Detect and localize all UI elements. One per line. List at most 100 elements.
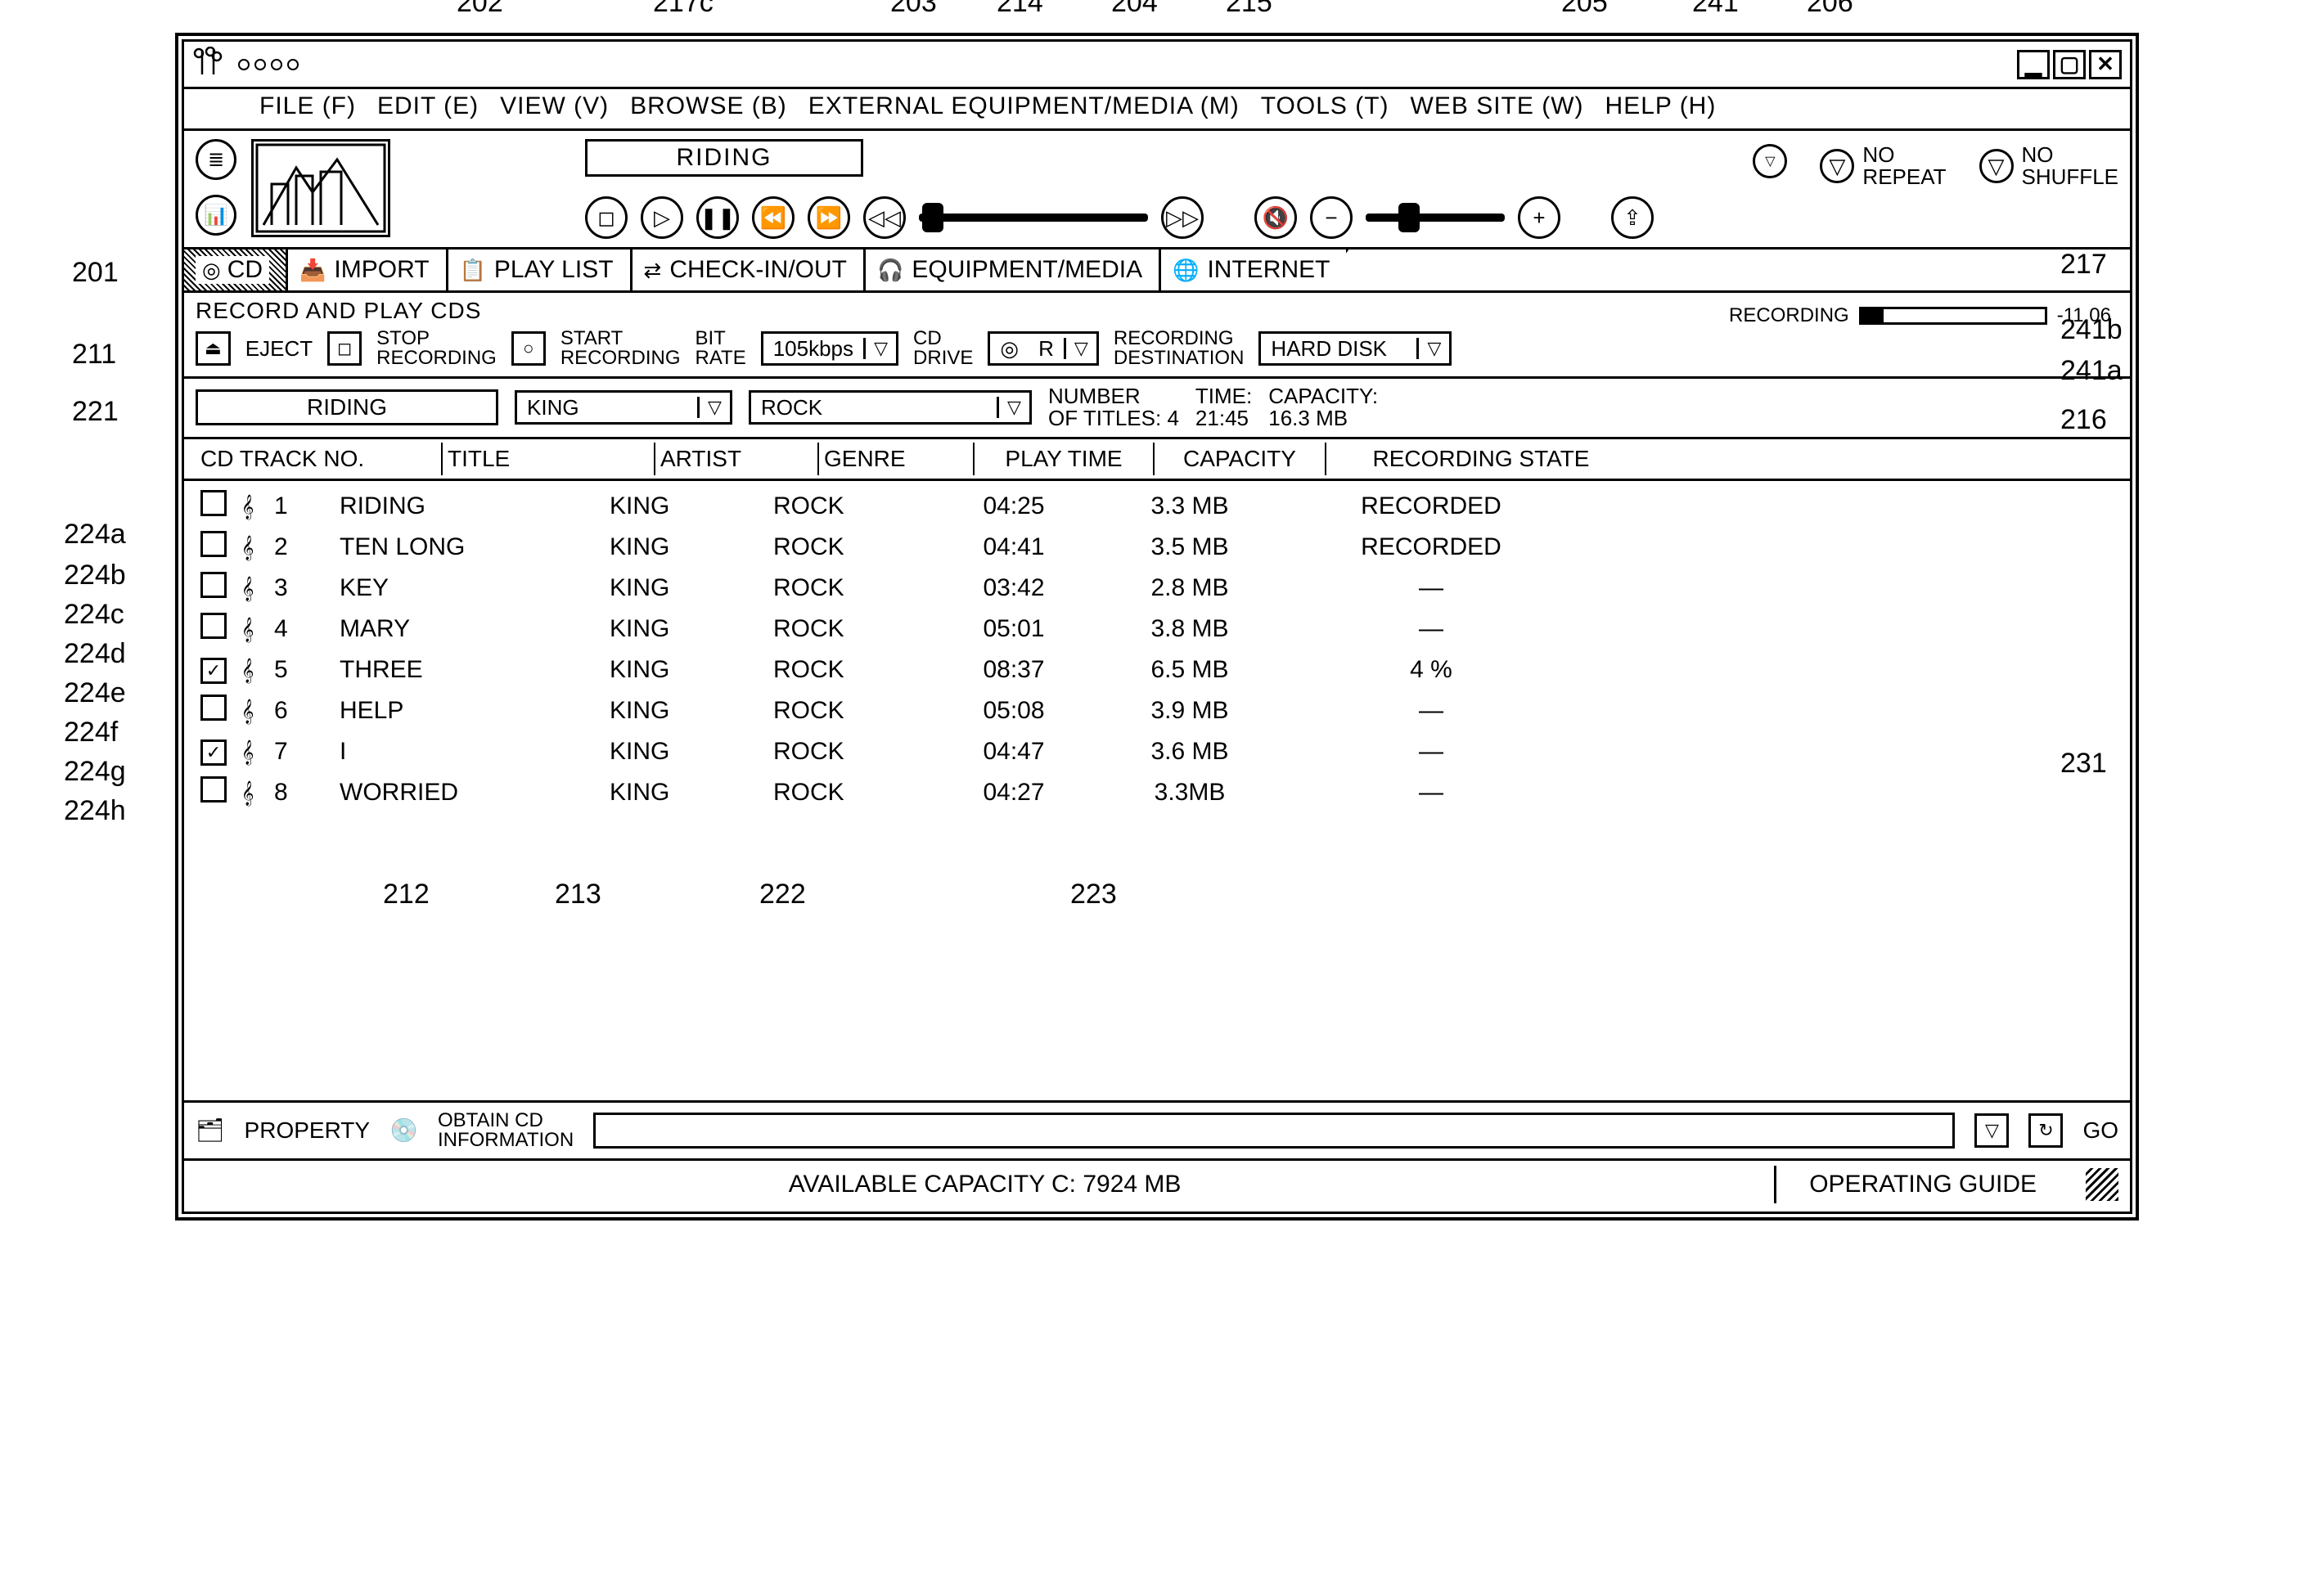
track-playtime: 03:42 [924,571,1104,605]
track-row[interactable]: 𝄞1RIDINGKINGROCK04:253.3 MBRECORDED [196,486,2118,527]
track-checkbox[interactable] [200,776,227,802]
player-panel: ≣ 📊 RIDING ◻ ▷ ❚❚ ⏪ ⏩ ◁◁ ▷▷ 🔇 [184,128,2130,247]
go-button[interactable]: GO [2082,1117,2118,1144]
callout: 224e [64,677,126,709]
minimize-button[interactable]: ▁ [2017,50,2050,79]
property-button[interactable]: PROPERTY [245,1117,371,1144]
tab-checkinout[interactable]: ⇄CHECK-IN/OUT [633,250,866,290]
menu-tools[interactable]: TOOLS (T) [1261,92,1389,120]
resize-grip[interactable] [2086,1168,2118,1201]
menu-edit[interactable]: EDIT (E) [377,92,479,120]
bitrate-select[interactable]: 105kbps▽ [761,331,898,366]
equipment-icon: 🎧 [877,258,903,283]
track-checkbox[interactable] [200,695,227,721]
repeat-label: NO REPEAT [1862,144,1946,189]
track-capacity: 3.6 MB [1104,735,1276,769]
pause-button[interactable]: ❚❚ [696,196,739,239]
transport-controls: ◻ ▷ ❚❚ ⏪ ⏩ ◁◁ ▷▷ 🔇 − + ⇪ [585,196,1738,239]
mute-button[interactable]: 🔇 [1254,196,1297,239]
dest-label: RECORDING DESTINATION [1114,329,1245,368]
repeat-toggle[interactable]: ▽ [1820,149,1854,183]
track-genre: ROCK [768,776,924,810]
col-capacity[interactable]: CAPACITY [1153,443,1325,475]
address-input[interactable] [593,1113,1955,1149]
tab-equipment[interactable]: 🎧EQUIPMENT/MEDIA [866,250,1161,290]
rewind-button[interactable]: ⏪ [752,196,795,239]
menu-file[interactable]: FILE (F) [259,92,356,120]
dest-select[interactable]: HARD DISK▽ [1258,331,1452,366]
track-row[interactable]: ✓𝄞7IKINGROCK04:473.6 MB— [196,731,2118,772]
shuffle-label: NO SHUFFLE [2022,144,2118,189]
menu-browse[interactable]: BROWSE (B) [630,92,787,120]
col-genre[interactable]: GENRE [817,443,973,475]
tab-cd[interactable]: ◎CD [184,250,288,290]
track-checkbox[interactable]: ✓ [200,740,227,766]
track-title: RIDING [335,489,605,524]
track-row[interactable]: 𝄞2TEN LONGKINGROCK04:413.5 MBRECORDED [196,527,2118,568]
capacity-value: 16.3 MB [1268,406,1348,430]
track-playtime: 04:27 [924,776,1104,810]
menu-help[interactable]: HELP (H) [1605,92,1717,120]
track-capacity: 3.3 MB [1104,489,1276,524]
track-checkbox[interactable] [200,613,227,639]
vol-down-button[interactable]: − [1310,196,1353,239]
volume-slider[interactable] [1366,214,1505,222]
album-art [251,139,390,237]
dropdown-icon[interactable]: ▽ [1753,144,1787,178]
track-checkbox[interactable]: ✓ [200,658,227,684]
album-title-field[interactable]: RIDING [196,389,498,425]
callout: 241 [1692,0,1739,19]
recording-timer: -11.06 [2057,304,2111,327]
tab-internet[interactable]: 🌐INTERNET [1161,250,1346,290]
track-row[interactable]: 𝄞4MARYKINGROCK05:013.8 MB— [196,609,2118,650]
list-view-icon[interactable]: ≣ [196,139,236,180]
address-dropdown[interactable]: ▽ [1974,1113,2009,1148]
dots-icon [238,59,299,70]
album-artist-select[interactable]: KING▽ [515,390,732,425]
seek-slider[interactable] [919,214,1148,222]
track-row[interactable]: 𝄞3KEYKINGROCK03:422.8 MB— [196,568,2118,609]
transfer-button[interactable]: ⇪ [1611,196,1654,239]
callout: 201 [72,257,119,289]
track-row[interactable]: ✓𝄞5THREEKINGROCK08:376.5 MB4 % [196,650,2118,690]
operating-guide-button[interactable]: OPERATING GUIDE [1774,1166,2086,1203]
maximize-button[interactable]: ▢ [2053,50,2086,79]
stop-button[interactable]: ◻ [585,196,628,239]
album-genre-select[interactable]: ROCK▽ [749,390,1032,425]
track-checkbox[interactable] [200,572,227,598]
eject-button[interactable]: ⏏ [196,331,231,366]
vol-up-button[interactable]: + [1518,196,1560,239]
fastfwd-button[interactable]: ⏩ [808,196,850,239]
close-button[interactable]: ✕ [2089,50,2122,79]
track-row[interactable]: 𝄞6HELPKINGROCK05:083.9 MB— [196,690,2118,731]
col-playtime[interactable]: PLAY TIME [973,443,1153,475]
start-rec-button[interactable]: ○ [511,331,546,366]
track-artist: KING [605,735,768,769]
menu-web[interactable]: WEB SITE (W) [1411,92,1584,120]
menu-view[interactable]: VIEW (V) [500,92,609,120]
col-state[interactable]: RECORDING STATE [1325,443,1636,475]
next-button[interactable]: ▷▷ [1161,196,1204,239]
track-artist: KING [605,612,768,646]
stop-rec-button[interactable]: ◻ [327,331,362,366]
go-icon-button[interactable]: ↻ [2028,1113,2063,1148]
obtain-cd-info-button[interactable]: OBTAIN CD INFORMATION [438,1111,574,1150]
menu-external[interactable]: EXTERNAL EQUIPMENT/MEDIA (M) [808,92,1240,120]
col-artist[interactable]: ARTIST [654,443,817,475]
col-trackno[interactable]: CD TRACK NO. [196,443,441,475]
tab-import[interactable]: 📥IMPORT [288,250,448,290]
status-bar: AVAILABLE CAPACITY C: 7924 MB OPERATING … [184,1161,2130,1212]
note-icon: 𝄞 [241,617,254,641]
prev-button[interactable]: ◁◁ [863,196,906,239]
visual-view-icon[interactable]: 📊 [196,195,236,236]
col-title[interactable]: TITLE [441,443,654,475]
shuffle-toggle[interactable]: ▽ [1979,149,2014,183]
tab-playlist[interactable]: 📋PLAY LIST [448,250,633,290]
cddrive-select[interactable]: ◎R▽ [988,331,1098,366]
track-checkbox[interactable] [200,490,227,516]
play-button[interactable]: ▷ [641,196,683,239]
callout: 205 [1561,0,1608,19]
numtitles-label: NUMBER OF TITLES: [1048,384,1161,430]
track-checkbox[interactable] [200,531,227,557]
track-row[interactable]: 𝄞8WORRIEDKINGROCK04:273.3MB— [196,772,2118,813]
